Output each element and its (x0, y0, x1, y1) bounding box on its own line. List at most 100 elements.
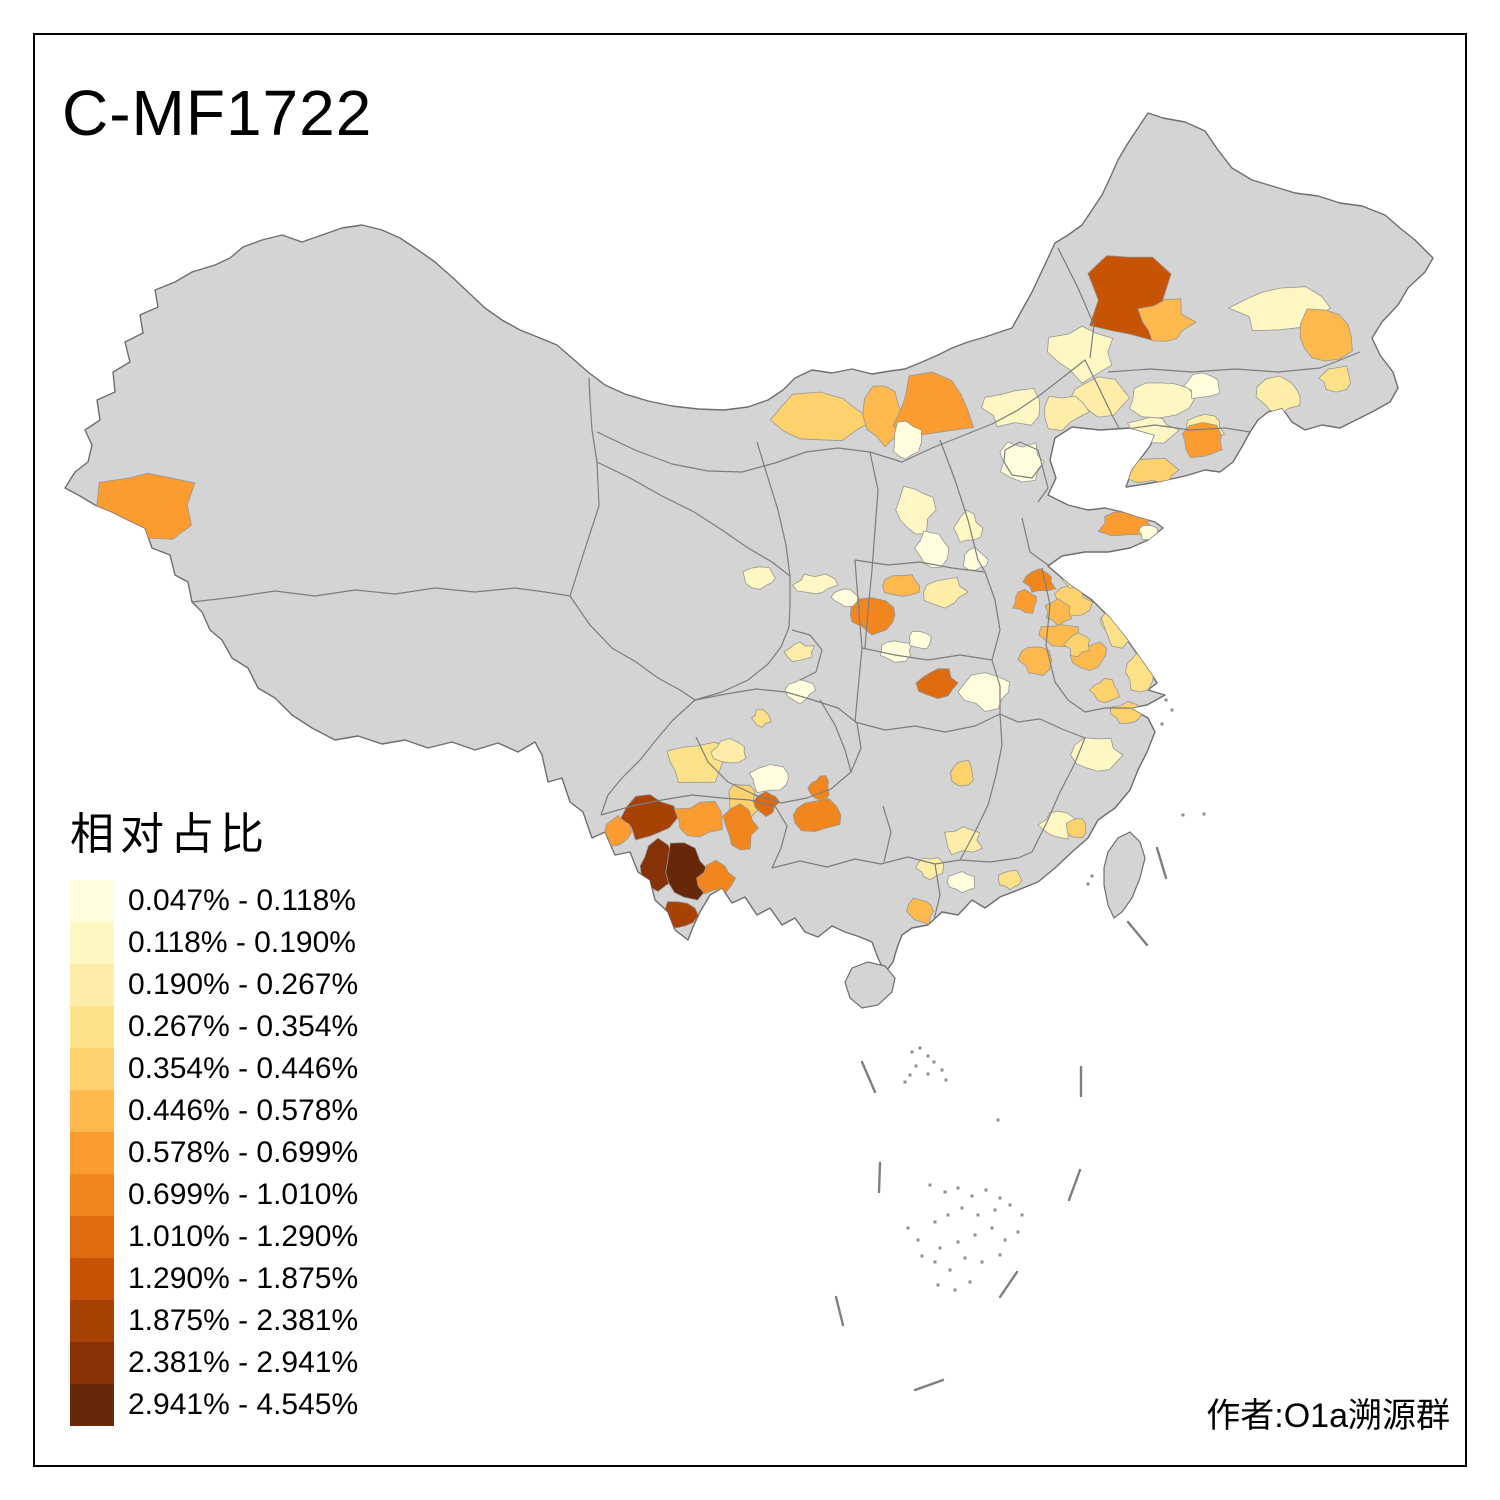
map-region (784, 679, 817, 705)
sea-boundary-dash (1126, 920, 1149, 947)
legend-swatch (70, 1174, 114, 1216)
legend-row: 2.941% - 4.545% (70, 1384, 358, 1426)
island-dot (916, 1238, 920, 1242)
island-dot (1202, 812, 1206, 816)
island-dot (998, 1253, 1002, 1257)
province-border-line (1067, 699, 1130, 713)
province-border-line (771, 856, 961, 869)
legend: 相对占比 0.047% - 0.118% 0.118% - 0.190% 0.190… (70, 810, 358, 1426)
island-dot (960, 1206, 964, 1210)
legend-swatch (70, 1216, 114, 1258)
province-border-line (1031, 737, 1086, 853)
map-region (1109, 700, 1143, 724)
province-border-line (1003, 441, 1043, 479)
province-border-line (600, 699, 696, 816)
province-border-line (694, 688, 862, 804)
island-dot (908, 1073, 912, 1077)
legend-title: 相对占比 (70, 810, 270, 859)
province-border-line (854, 647, 863, 723)
province-border-line (854, 559, 863, 649)
region-layer (96, 255, 1353, 929)
legend-row: 0.699% - 1.010% (70, 1174, 358, 1216)
map-region (1047, 325, 1114, 384)
map-region (849, 597, 896, 636)
map-region (949, 759, 974, 787)
island-dot (1170, 708, 1174, 712)
sea-boundary-dash (877, 1161, 882, 1194)
province-border-line (864, 451, 879, 649)
map-region (914, 530, 950, 569)
island-dot (946, 1213, 950, 1217)
legend-swatch (70, 1258, 114, 1300)
legend-rows: 0.047% - 0.118% 0.118% - 0.190% 0.190% - 0… (70, 880, 358, 1426)
province-border-line (854, 713, 1001, 733)
map-region (1017, 646, 1053, 676)
island-dot (1016, 1230, 1020, 1234)
map-region (1062, 632, 1091, 658)
legend-label: 0.354% - 0.446% (128, 1052, 359, 1085)
island-dot (936, 1283, 940, 1287)
legend-row: 0.354% - 0.446% (70, 1048, 358, 1090)
legend-label: 0.578% - 0.699% (128, 1136, 359, 1169)
island-dot (903, 1080, 907, 1084)
legend-row: 0.190% - 0.267% (70, 964, 358, 1006)
province-border-line (596, 461, 791, 577)
island-dot (943, 1190, 947, 1194)
island-dot (906, 1226, 910, 1230)
island-dot (933, 1260, 937, 1264)
map-region (1129, 382, 1196, 419)
island-dot (944, 1078, 948, 1082)
province-border-line (931, 863, 941, 929)
island-dot (1020, 1213, 1024, 1217)
map-region (1138, 524, 1159, 541)
map-region (604, 814, 632, 847)
legend-label: 0.446% - 0.578% (128, 1094, 359, 1127)
island-dot (938, 1246, 942, 1250)
map-region (1088, 677, 1121, 704)
legend-swatch (70, 1300, 114, 1342)
map-region (792, 573, 839, 595)
island-dot (933, 1220, 937, 1224)
province-border-line (1037, 464, 1049, 503)
map-region (748, 764, 789, 793)
sea-boundary-dash (1067, 1168, 1082, 1202)
legend-row: 0.446% - 0.578% (70, 1090, 358, 1132)
island-dot (932, 1060, 936, 1064)
island-dot (973, 1233, 977, 1237)
map-region (946, 871, 976, 894)
island-dot (956, 1240, 960, 1244)
map-region (997, 869, 1023, 891)
island (844, 961, 896, 1009)
legend-swatch (70, 1090, 114, 1132)
province-border-line (1119, 424, 1251, 433)
island-dot (956, 1186, 960, 1190)
province-border-line (1107, 351, 1361, 373)
map-region (908, 631, 932, 650)
legend-label: 2.381% - 2.941% (128, 1346, 359, 1379)
map-region (1299, 308, 1353, 362)
island-dot (980, 1260, 984, 1264)
province-border-line (939, 439, 986, 573)
legend-swatch (70, 1132, 114, 1174)
legend-label: 0.118% - 0.190% (128, 926, 356, 959)
legend-swatch (70, 1006, 114, 1048)
map-region (742, 566, 776, 590)
legend-row: 2.381% - 2.941% (70, 1342, 358, 1384)
province-border-line (882, 805, 892, 863)
map-region (722, 803, 759, 851)
sea-boundary-dash (1155, 846, 1168, 880)
island-dot (953, 1288, 957, 1292)
province-border-line (999, 713, 1086, 739)
map-region (1085, 551, 1115, 589)
island-dot (918, 1046, 922, 1050)
province-border-line (569, 595, 696, 701)
province-border-line (1041, 567, 1069, 701)
island-dot (970, 1194, 974, 1198)
province-border-line (959, 713, 1003, 861)
attribution-text: 作者:O1a溯源群 (1206, 1397, 1450, 1435)
island-dot (1008, 1203, 1012, 1207)
province-border-line (191, 587, 571, 603)
map-region (1318, 365, 1351, 393)
legend-row: 0.267% - 0.354% (70, 1006, 358, 1048)
